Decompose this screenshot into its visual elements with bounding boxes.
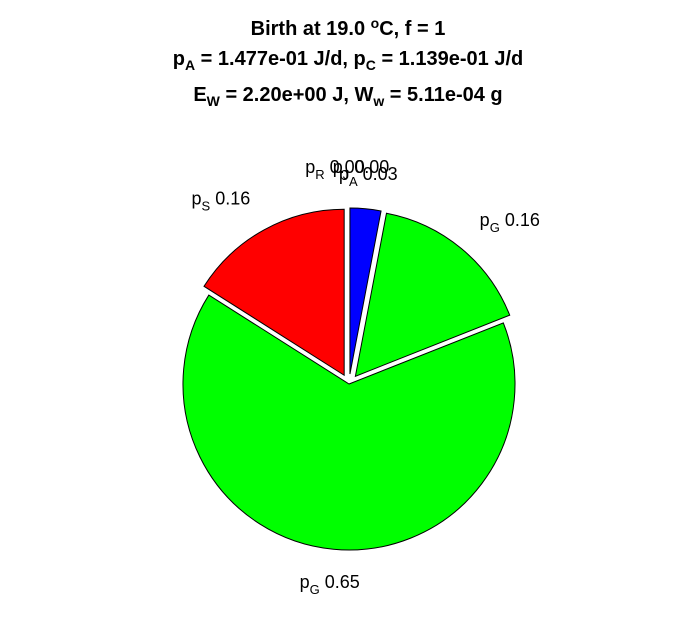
slice-label-p-s-3: pS 0.16	[192, 188, 251, 213]
pie-slice-p-s-3	[203, 208, 345, 377]
slice-label-p-j-5: pJ 0.00	[333, 157, 390, 182]
pie-slice-p-g-1	[354, 212, 511, 378]
slice-label-p-g-2: pG 0.65	[300, 572, 360, 597]
title-line-3: EW = 2.20e+00 J, Ww = 5.11e-04 g	[193, 84, 503, 109]
pie-slice-p-a-0	[349, 207, 382, 375]
slice-label-p-g-1: pG 0.16	[480, 210, 540, 235]
chart-title: Birth at 19.0 oC, f = 1 pA = 1.477e-01 J…	[0, 8, 696, 116]
title-line-2: pA = 1.477e-01 J/d, pC = 1.139e-01 J/d	[172, 48, 524, 73]
pie-slice-p-g-2	[182, 294, 516, 551]
slice-label-p-a-0: pA 0.03	[339, 164, 398, 189]
slice-label-p-r-4: pR 0.00	[305, 157, 364, 182]
title-line-1: Birth at 19.0 oC, f = 1	[250, 15, 446, 40]
